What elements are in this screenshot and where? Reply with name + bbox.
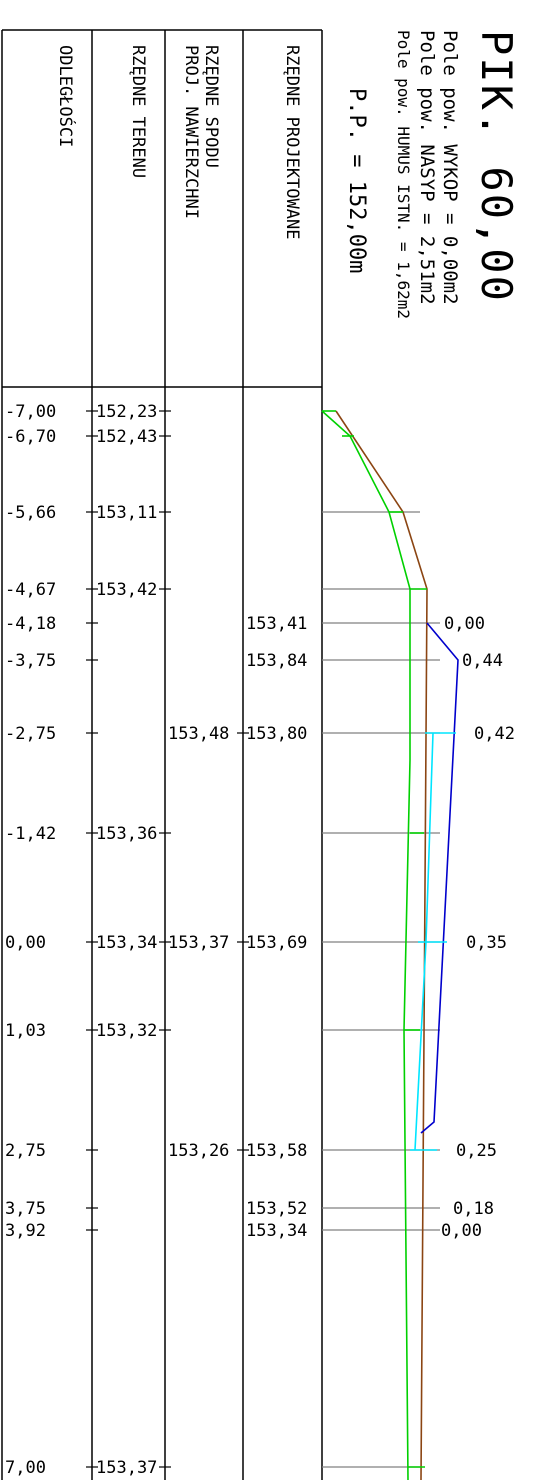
station-design-elevation: 153,52 xyxy=(246,1199,307,1219)
header-title: PIK. 60,00 xyxy=(472,30,521,303)
subgrade-ticks xyxy=(410,732,456,1151)
station-offset: 3,92 xyxy=(5,1221,46,1241)
thickness-label: 0,25 xyxy=(456,1141,497,1161)
station-terrain-elevation: 152,23 xyxy=(96,402,157,422)
thickness-label: 0,18 xyxy=(453,1199,494,1219)
thickness-label: 0,00 xyxy=(444,614,485,634)
station-terrain-elevation: 153,36 xyxy=(96,824,157,844)
header-area-cut: Pole pow. WYKOP = 0,00m2 xyxy=(439,30,461,305)
station-subgrade-elevation: 153,26 xyxy=(168,1141,229,1161)
station-terrain-elevation: 153,34 xyxy=(96,933,157,953)
station-offset: -1,42 xyxy=(5,824,56,844)
design-line xyxy=(420,622,459,1134)
station-offset: 3,75 xyxy=(5,1199,46,1219)
thickness-label: 0,42 xyxy=(474,724,515,744)
station-offset: -5,66 xyxy=(5,503,56,523)
station-design-elevation: 153,34 xyxy=(246,1221,307,1241)
station-design-elevation: 153,58 xyxy=(246,1141,307,1161)
station-design-elevation: 153,84 xyxy=(246,651,307,671)
station-design-elevation: 153,80 xyxy=(246,724,307,744)
row-label-subgrade-1: RZĘDNE SPODU xyxy=(201,45,221,168)
header-datum: P.P. = 152,00m xyxy=(344,88,369,273)
station-terrain-elevation: 153,42 xyxy=(96,580,157,600)
header-area-topsoil: Pole pow. HUMUS ISTN. = 1,62m2 xyxy=(394,30,413,319)
station-terrain-elevation: 153,37 xyxy=(96,1458,157,1478)
station-terrain-elevation: 153,11 xyxy=(96,503,157,523)
station-offset: 2,75 xyxy=(5,1141,46,1161)
thickness-label: 0,44 xyxy=(462,651,503,671)
station-offset: -4,18 xyxy=(5,614,56,634)
station-design-elevation: 153,69 xyxy=(246,933,307,953)
station-terrain-elevation: 152,43 xyxy=(96,427,157,447)
topsoil-ticks xyxy=(322,410,427,1468)
station-offset: -3,75 xyxy=(5,651,56,671)
row-label-subgrade-2: PROJ. NAWIERZCHNI xyxy=(181,45,201,219)
station-terrain-elevation: 153,32 xyxy=(96,1021,157,1041)
thickness-labels: 0,000,440,420,350,250,180,00 xyxy=(441,614,515,1241)
station-rows: -7,00 152,23 -6,70 152,43 -5,66 153,11 -4,67 15… xyxy=(5,402,307,1478)
row-label-terrain: RZĘDNE TERENU xyxy=(128,45,148,178)
row-label-distances: ODLEGŁOŚCI xyxy=(55,45,77,147)
thickness-label: 0,00 xyxy=(441,1221,482,1241)
station-offset: -6,70 xyxy=(5,427,56,447)
station-design-elevation: 153,41 xyxy=(246,614,307,634)
station-offset: -7,00 xyxy=(5,402,56,422)
station-offset: 7,00 xyxy=(5,1458,46,1478)
terrain-line xyxy=(335,410,428,1480)
station-subgrade-elevation: 153,48 xyxy=(168,724,229,744)
station-offset: -4,67 xyxy=(5,580,56,600)
station-offset: 1,03 xyxy=(5,1021,46,1041)
station-offset: 0,00 xyxy=(5,933,46,953)
table-grid xyxy=(1,29,323,1480)
thickness-label: 0,35 xyxy=(466,933,507,953)
topsoil-line xyxy=(321,410,411,1480)
station-offset: -2,75 xyxy=(5,724,56,744)
header-area-fill: Pole pow. NASYP = 2,51m2 xyxy=(416,30,438,305)
row-label-design: RZĘDNE PROJEKTOWANE xyxy=(282,45,302,239)
station-subgrade-elevation: 153,37 xyxy=(168,933,229,953)
